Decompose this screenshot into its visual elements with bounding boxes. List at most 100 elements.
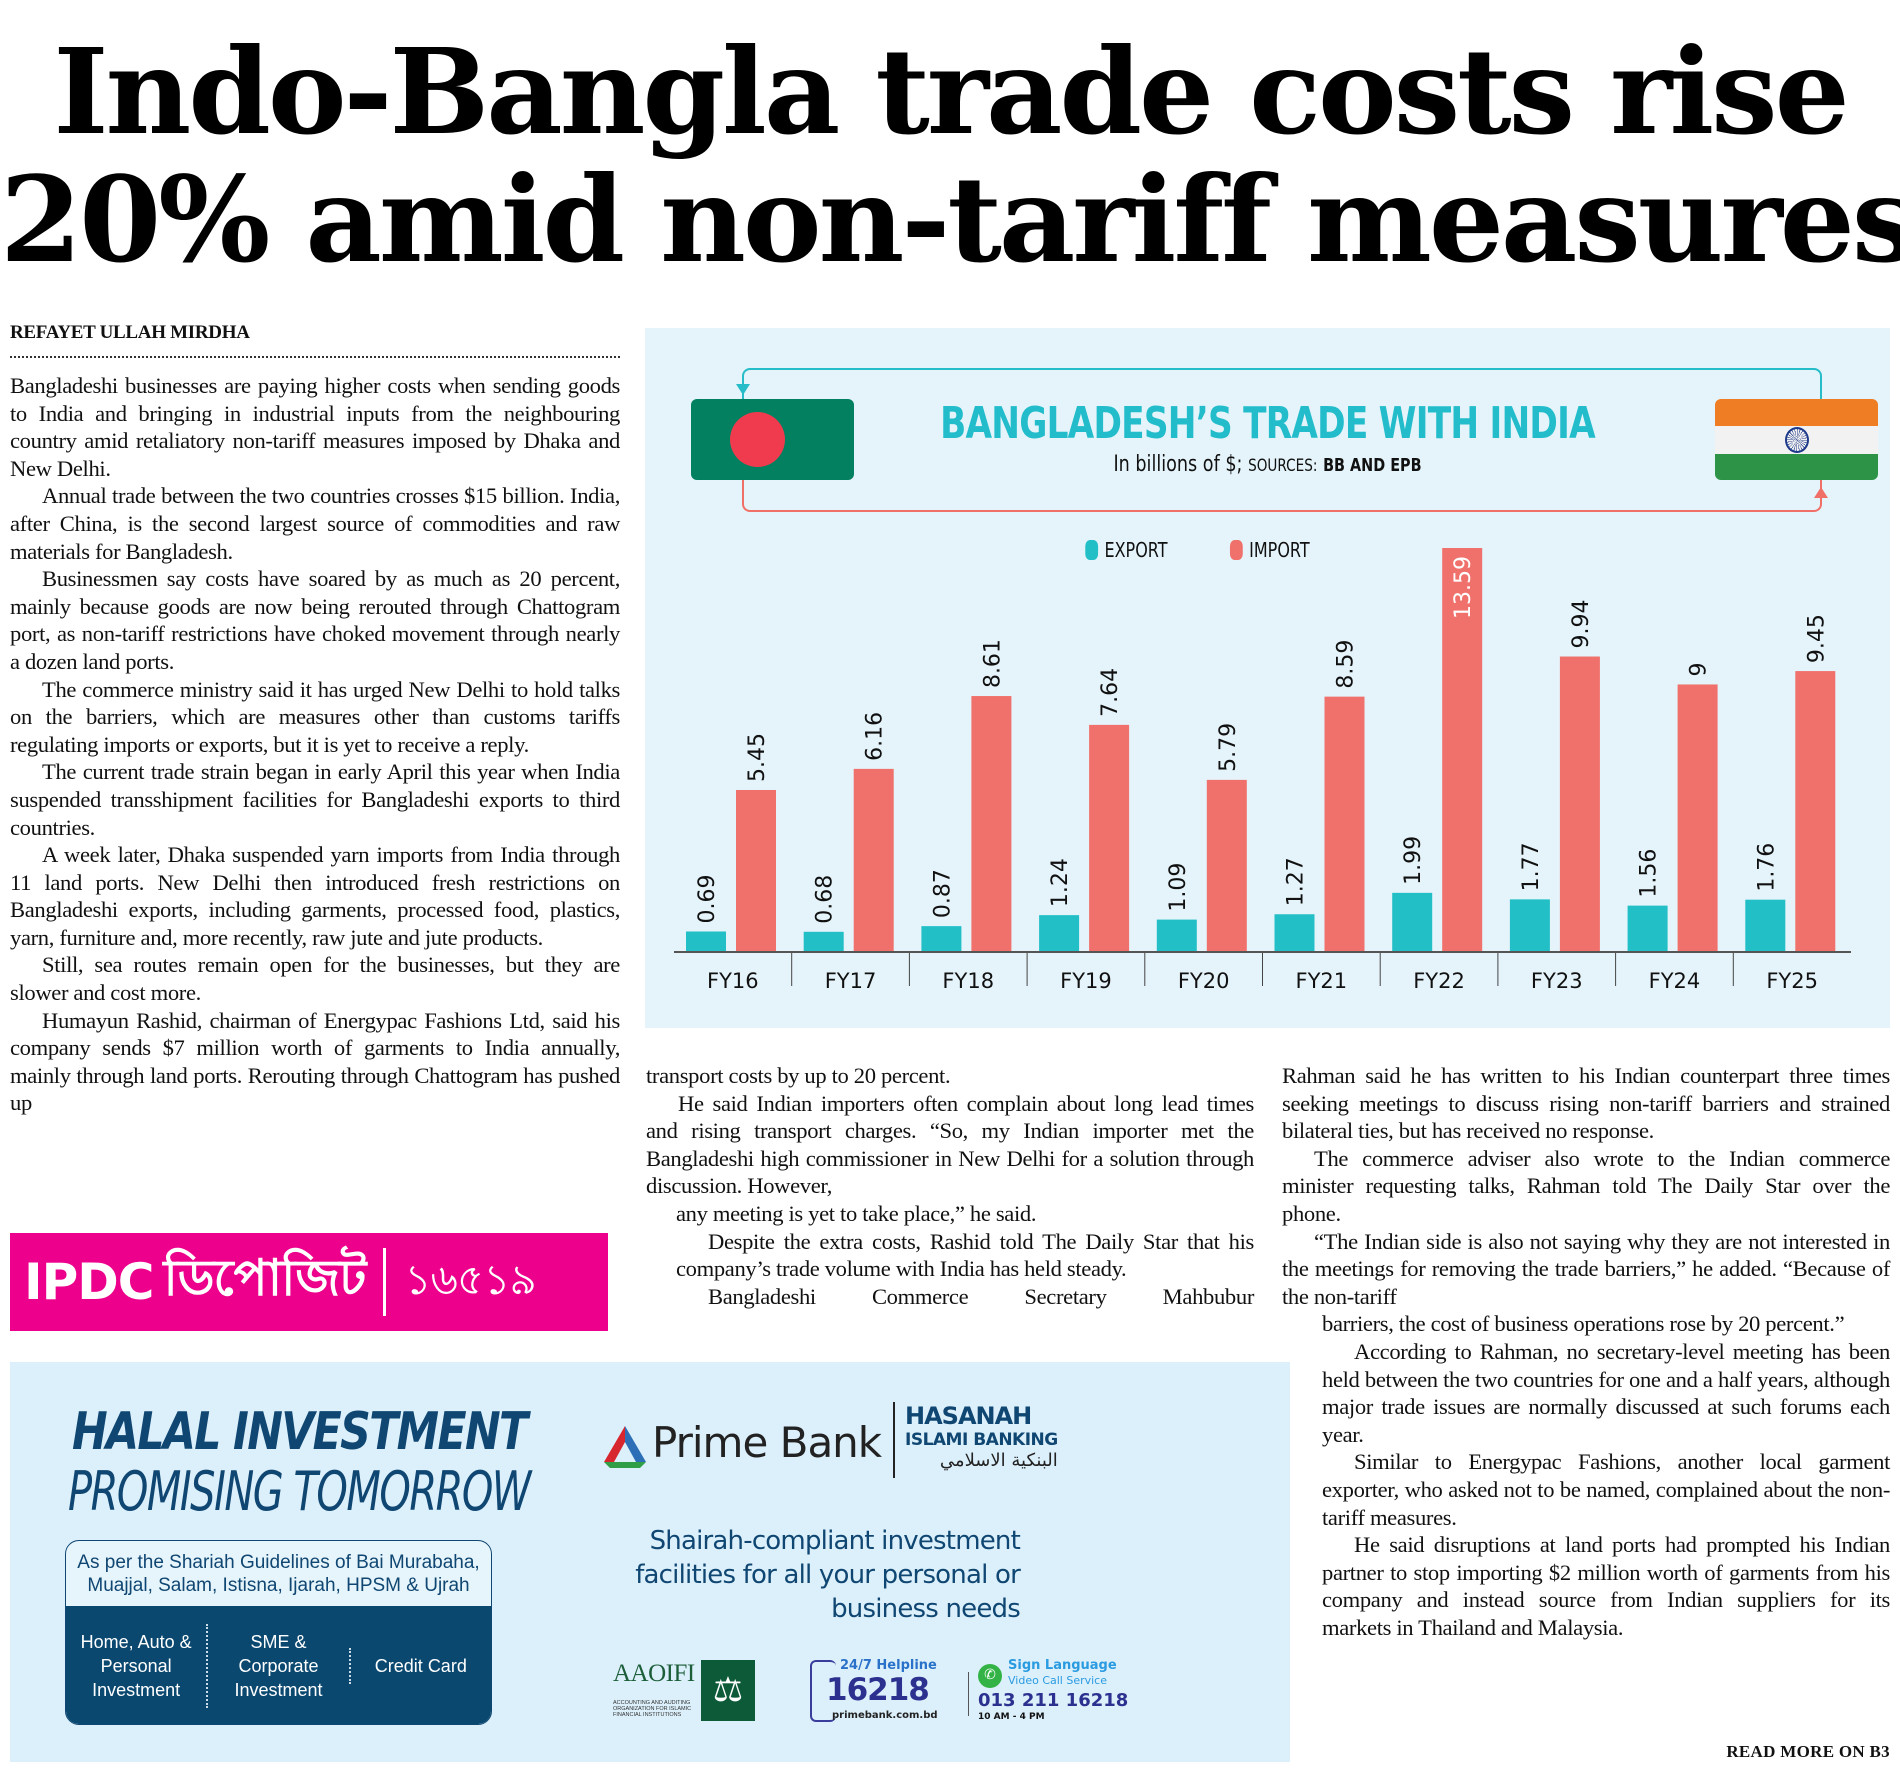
ad-tagline: Shairah-compliant investment facilities …	[635, 1524, 1021, 1626]
sources-value: BB AND EPB	[1323, 455, 1422, 476]
article-column-1: Bangladeshi businesses are paying higher…	[10, 372, 620, 1117]
helpline-label: 24/7 Helpline	[840, 1658, 937, 1673]
service-hours: 10 AM - 4 PM	[978, 1712, 1045, 1722]
paragraph: Similar to Energypac Fashions, another l…	[1322, 1449, 1890, 1530]
aaoifi-logo: AAOIFI ACCOUNTING AND AUDITING ORGANIZAT…	[613, 1660, 755, 1722]
sign-language-label: Sign Language	[1008, 1658, 1117, 1673]
ad-headline: HALAL INVESTMENT	[72, 1402, 528, 1462]
x-tick-label-fy16: FY16	[707, 969, 759, 993]
data-label-import-fy18: 8.61	[980, 639, 1005, 688]
export-arrow-head-icon	[736, 384, 750, 395]
phone-icon	[810, 1660, 836, 1722]
bar-import-fy25	[1795, 671, 1836, 952]
paragraph: Still, sea routes remain open for the bu…	[10, 952, 620, 1006]
bar-import-fy16	[736, 789, 776, 952]
ad-product-item: Credit Card	[348, 1648, 491, 1684]
bar-export-fy23	[1509, 899, 1550, 952]
bar-export-fy16	[686, 931, 726, 952]
bar-import-fy21	[1324, 696, 1365, 952]
data-label-export-fy19: 1.24	[1048, 858, 1073, 907]
legend-label-export: EXPORT	[1104, 538, 1168, 562]
legend-item-export: EXPORT	[1085, 538, 1168, 562]
x-tick-label-fy23: FY23	[1531, 969, 1583, 993]
legend-swatch-import	[1230, 540, 1243, 560]
bar-export-fy21	[1274, 914, 1315, 952]
legend-label-import: IMPORT	[1249, 538, 1310, 562]
hasanah-title: HASANAH	[905, 1402, 1032, 1430]
bangladesh-flag-icon	[691, 399, 854, 480]
chart-title: BANGLADESH’S TRADE WITH INDIA	[940, 398, 1596, 449]
bar-import-fy24	[1677, 684, 1718, 952]
ad-subheadline: PROMISING TOMORROW	[68, 1460, 531, 1523]
x-tick-label-fy25: FY25	[1766, 969, 1818, 993]
paragraph: transport costs by up to 20 percent.	[646, 1063, 951, 1088]
read-more-link[interactable]: READ MORE ON B3	[1726, 1742, 1890, 1761]
paragraph: The commerce ministry said it has urged …	[10, 676, 620, 757]
aaoifi-name: AAOIFI	[613, 1660, 695, 1687]
helpline-number: 16218	[826, 1672, 930, 1708]
data-label-export-fy21: 1.27	[1284, 857, 1309, 906]
paragraph: Humayun Rashid, chairman of Energypac Fa…	[10, 1007, 620, 1116]
import-arrow-head-icon	[1814, 487, 1828, 498]
bar-import-fy22	[1442, 548, 1483, 952]
bar-export-fy19	[1039, 915, 1080, 952]
paragraph: He said disruptions at land ports had pr…	[1322, 1532, 1890, 1640]
paragraph: The commerce adviser also wrote to the I…	[1282, 1145, 1890, 1226]
banner-divider	[383, 1248, 387, 1316]
data-label-import-fy21: 8.59	[1334, 640, 1359, 689]
paragraph: barriers, the cost of business operation…	[1322, 1311, 1845, 1337]
x-tick-label-fy18: FY18	[942, 969, 994, 993]
paragraph: any meeting is yet to take place,” he sa…	[676, 1200, 1037, 1226]
paragraph: Bangladeshi businesses are paying higher…	[10, 373, 620, 481]
paragraph: Rahman said he has written to his Indian…	[1282, 1063, 1890, 1144]
bar-chart: 0.69 5.45 FY16 0.68 6.16 FY17 0.87 8.61 FY18 1.24…	[674, 548, 1851, 993]
aaoifi-fullname: ACCOUNTING AND AUDITING ORGANIZATION FOR…	[613, 1700, 692, 1718]
paragraph: The current trade strain began in early …	[10, 759, 620, 840]
article-column-2: transport costs by up to 20 percent. He …	[646, 1062, 1254, 1310]
video-call-number: 013 211 16218	[978, 1690, 1129, 1711]
data-label-export-fy18: 0.87	[930, 869, 955, 918]
bar-export-fy24	[1627, 905, 1668, 952]
prime-bank-advertisement[interactable]: HALAL INVESTMENT PROMISING TOMORROW As p…	[10, 1362, 1290, 1762]
data-label-export-fy20: 1.09	[1166, 863, 1191, 912]
paragraph: Businessmen say costs have soared by as …	[10, 566, 620, 674]
ipdc-brand: IPDC	[24, 1253, 154, 1311]
islami-banking-label: ISLAMI BANKING	[905, 1430, 1058, 1450]
bar-export-fy18	[921, 926, 962, 952]
data-label-import-fy25: 9.45	[1804, 614, 1829, 663]
ipdc-deposit-banner[interactable]: IPDC ডিপোজিট ১৬৫১৯	[10, 1233, 608, 1331]
bar-import-fy18	[971, 696, 1012, 952]
x-tick-label-fy20: FY20	[1178, 969, 1230, 993]
whatsapp-icon: ✆	[978, 1664, 1002, 1688]
hasanah-brand: HASANAH ISLAMI BANKING البنكية الاسلامي	[905, 1402, 1058, 1471]
ad-products-list: Home, Auto & Personal Investment SME & C…	[66, 1606, 491, 1724]
tagline-line: Shairah-compliant investment	[649, 1526, 1021, 1556]
byline-divider	[10, 356, 620, 358]
data-label-import-fy20: 5.79	[1216, 723, 1241, 772]
data-label-export-fy16: 0.69	[695, 875, 720, 924]
bar-export-fy25	[1745, 899, 1786, 952]
data-label-import-fy19: 7.64	[1098, 668, 1123, 717]
x-tick-label-fy24: FY24	[1649, 969, 1701, 993]
x-tick-label-fy21: FY21	[1296, 969, 1348, 993]
paragraph: “The Indian side is also not saying why …	[1282, 1228, 1890, 1309]
article-column-3: Rahman said he has written to his Indian…	[1282, 1062, 1890, 1641]
ad-products-box: As per the Shariah Guidelines of Bai Mur…	[65, 1540, 492, 1725]
x-tick-label-fy17: FY17	[825, 969, 877, 993]
paragraph: Despite the extra costs, Rashid told The…	[676, 1228, 1254, 1282]
ashoka-chakra-icon	[1785, 427, 1809, 453]
data-label-import-fy24: 9	[1687, 662, 1712, 676]
bar-import-fy17	[853, 768, 894, 952]
ad-product-item: Home, Auto & Personal Investment	[80, 1632, 192, 1700]
legend-swatch-export	[1085, 540, 1099, 560]
scales-of-justice-icon: ⚖	[701, 1660, 755, 1721]
chart-subtitle: In billions of $; SOURCES: BB AND EPB	[770, 452, 1766, 477]
bar-import-fy23	[1559, 656, 1600, 952]
arabic-label: البنكية الاسلامي	[939, 1450, 1058, 1471]
chart-legend: EXPORT IMPORT	[575, 538, 1820, 562]
bar-import-fy20	[1206, 779, 1247, 952]
website[interactable]: primebank.com.bd	[832, 1710, 938, 1721]
sources-label: SOURCES:	[1248, 456, 1318, 476]
ad-guidelines: As per the Shariah Guidelines of Bai Mur…	[77, 1552, 480, 1596]
ad-product-item: SME & Corporate Investment	[206, 1624, 348, 1708]
